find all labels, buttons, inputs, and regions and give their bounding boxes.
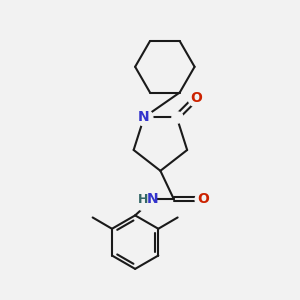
Text: O: O xyxy=(198,192,209,206)
Text: O: O xyxy=(190,91,202,105)
Text: N: N xyxy=(147,192,159,206)
Text: N: N xyxy=(138,110,150,124)
Text: H: H xyxy=(137,193,148,206)
